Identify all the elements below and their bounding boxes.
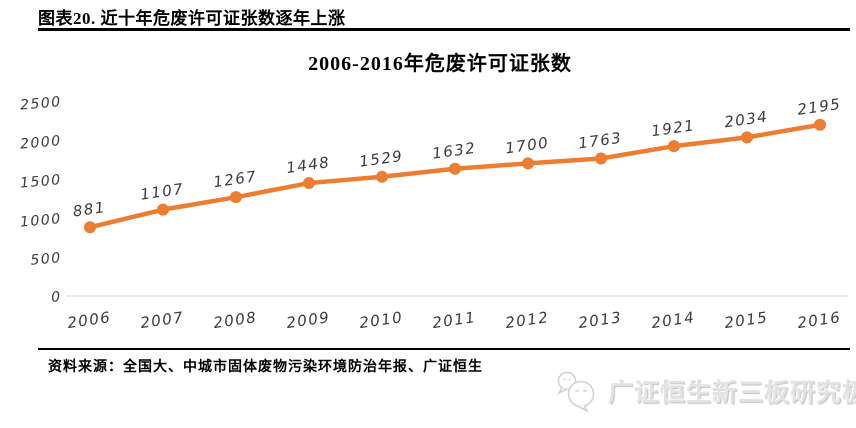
data-point-label: 2034 bbox=[723, 107, 769, 131]
x-axis-tick-label: 2008 bbox=[212, 308, 258, 332]
data-point-label: 1267 bbox=[212, 167, 258, 191]
data-point bbox=[157, 203, 169, 216]
x-axis-tick-label: 2013 bbox=[577, 308, 623, 332]
data-point bbox=[303, 177, 315, 190]
data-point bbox=[230, 191, 242, 204]
x-axis-tick-label: 2011 bbox=[431, 308, 477, 332]
data-point bbox=[84, 221, 96, 234]
data-point-label: 1448 bbox=[285, 153, 331, 177]
x-axis-tick-label: 2015 bbox=[723, 308, 769, 332]
data-point bbox=[741, 131, 753, 144]
data-point-label: 1700 bbox=[504, 133, 550, 157]
series-line bbox=[87, 122, 823, 230]
data-point-label: 1529 bbox=[358, 147, 404, 171]
header-divider bbox=[38, 28, 850, 31]
brand-logo-text: 广证恒生新三板研究极客 bbox=[608, 379, 856, 407]
data-point-label: 1632 bbox=[431, 139, 477, 163]
x-axis-tick-label: 2006 bbox=[66, 308, 112, 332]
data-point bbox=[376, 170, 388, 183]
footer-divider bbox=[38, 348, 850, 350]
data-point-label: 1921 bbox=[650, 116, 696, 140]
y-axis-tick-label: 1000 bbox=[19, 211, 62, 231]
data-point bbox=[449, 162, 461, 175]
chart-title: 2006-2016年危废许可证张数 bbox=[308, 53, 572, 75]
data-point bbox=[668, 140, 680, 153]
y-axis-tick-label: 2000 bbox=[19, 133, 62, 153]
data-point-label: 1107 bbox=[139, 180, 185, 204]
figure-caption: 图表20. 近十年危废许可证张数逐年上涨 bbox=[38, 9, 346, 28]
data-point-label: 881 bbox=[72, 198, 107, 220]
data-point bbox=[814, 118, 826, 131]
data-point-label: 1763 bbox=[577, 129, 623, 153]
x-axis-tick-label: 2012 bbox=[504, 308, 550, 332]
data-point bbox=[522, 157, 534, 170]
source-note: 资料来源：全国大、中城市固体废物污染环境防治年报、广证恒生 bbox=[48, 360, 483, 375]
brand-logo: 广证恒生新三板研究极客 bbox=[554, 368, 856, 414]
x-axis-tick-label: 2007 bbox=[139, 308, 185, 332]
y-axis-tick-label: 0 bbox=[51, 289, 63, 306]
y-axis-tick-label: 1500 bbox=[19, 172, 62, 192]
data-point bbox=[595, 152, 607, 165]
data-point-label: 2195 bbox=[796, 95, 842, 119]
x-axis-tick-label: 2016 bbox=[796, 308, 842, 332]
x-axis-tick-label: 2014 bbox=[650, 308, 696, 332]
x-axis-tick-label: 2010 bbox=[358, 308, 404, 332]
y-axis-tick-label: 500 bbox=[30, 250, 63, 269]
x-axis-tick-label: 2009 bbox=[285, 308, 331, 332]
y-axis-tick-label: 2500 bbox=[19, 94, 62, 114]
chat-bubbles-icon bbox=[556, 371, 595, 413]
